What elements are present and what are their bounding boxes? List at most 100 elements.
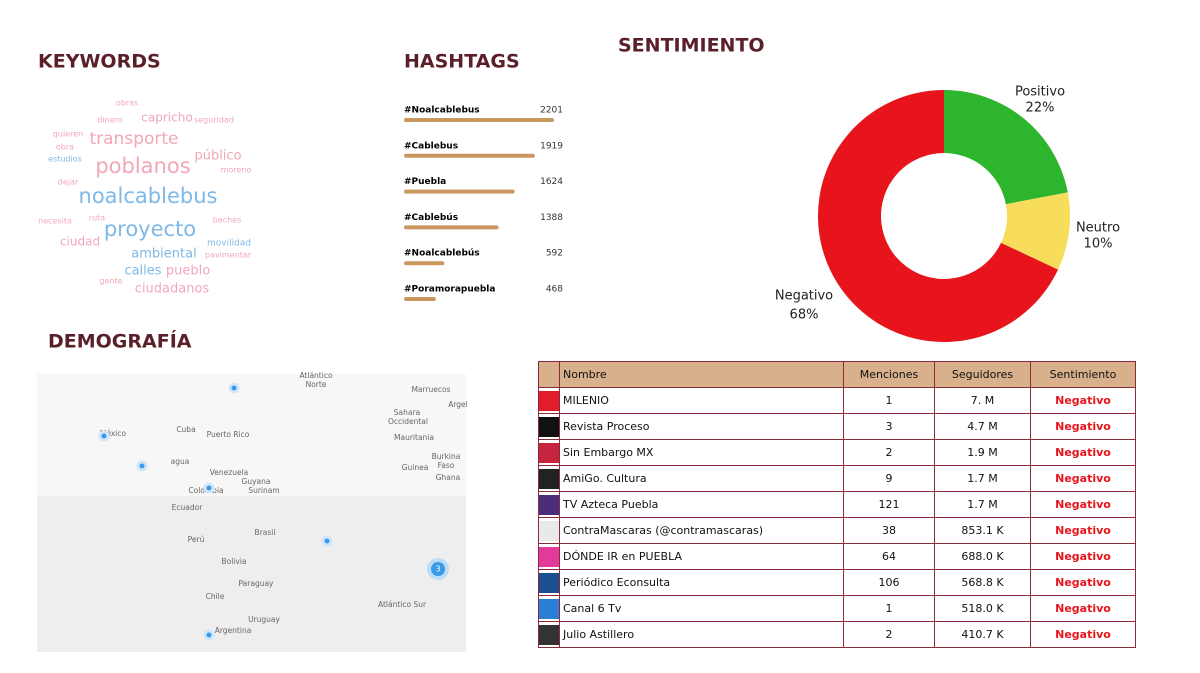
table-cell: 410.7 K: [934, 621, 1031, 648]
table-cell: 1.7 M: [934, 491, 1031, 518]
header-cell: Menciones: [843, 361, 935, 388]
keyword: ciudadanos: [135, 282, 210, 297]
map-label: Norte: [306, 380, 327, 389]
hashtag-label: #Noalcablebus: [404, 106, 480, 116]
bar: [404, 118, 554, 122]
keyword: ambiental: [131, 247, 196, 262]
source-icon: [539, 546, 559, 567]
map-label: Sahara: [394, 408, 420, 417]
table-row: AmiGo. Cultura 9 1.7 M Negativo: [538, 465, 1136, 492]
hashtag-label: #Poramorapuebla: [404, 285, 495, 295]
table-cell: Negativo: [1030, 595, 1136, 622]
header-cell: Nombre: [559, 361, 844, 388]
keyword: obra: [56, 143, 74, 152]
slice-value: 22%: [1026, 101, 1055, 116]
hashtag-value: 1388: [540, 213, 563, 223]
map-label: Mauritania: [394, 433, 434, 442]
header-cell: Seguidores: [934, 361, 1031, 388]
keyword: transporte: [89, 129, 178, 149]
map-label: Occidental: [388, 417, 428, 426]
demografia-title: DEMOGRAFÍA: [48, 330, 192, 353]
table-cell: 3: [843, 413, 935, 440]
keyword: seguridad: [194, 116, 234, 125]
source-icon: [539, 416, 559, 437]
icon-cell: [538, 569, 560, 596]
table-cell: Canal 6 Tv: [559, 595, 844, 622]
table-row: Julio Astillero 2 410.7 K Negativo: [538, 621, 1136, 648]
map-label: Surinam: [248, 486, 279, 495]
slice-value: 68%: [790, 308, 819, 323]
table-cell: MILENIO: [559, 387, 844, 414]
map-label: Burkina: [432, 452, 461, 461]
keyword: moreno: [221, 166, 252, 175]
table-cell: 2: [843, 439, 935, 466]
map-label: Atlántico Sur: [378, 600, 427, 609]
table-cell: Sin Embargo MX: [559, 439, 844, 466]
hashtag-label: #Cablebus: [404, 141, 458, 151]
slice-value: 10%: [1084, 237, 1113, 252]
map-label: Ghana: [436, 473, 461, 482]
table-cell: Negativo: [1030, 543, 1136, 570]
keyword: calles: [124, 264, 161, 279]
map-label: agua: [171, 457, 190, 466]
source-icon: [539, 468, 559, 489]
table-cell: 568.8 K: [934, 569, 1031, 596]
map-label: Ecuador: [172, 503, 204, 512]
table-cell: Negativo: [1030, 387, 1136, 414]
icon-cell: [538, 387, 560, 414]
hashtag-value: 468: [546, 285, 563, 295]
source-icon: [539, 598, 559, 619]
slice-label: Neutro: [1076, 221, 1120, 236]
table-cell: 1: [843, 387, 935, 414]
donut-slice: [944, 90, 1068, 205]
keyword: poblanos: [95, 154, 190, 178]
donut-slice: [1001, 192, 1070, 270]
icon-header: [538, 361, 560, 388]
map-label: México: [100, 429, 127, 438]
header-cell: Sentimiento: [1030, 361, 1136, 388]
map-label: Brasil: [255, 528, 276, 537]
keyword: movilidad: [207, 239, 251, 249]
source-icon: [539, 624, 559, 645]
keyword: dinero: [97, 116, 122, 125]
table-cell: AmiGo. Cultura: [559, 465, 844, 492]
sentiment-title: SENTIMIENTO: [618, 35, 765, 57]
keyword: baches: [213, 216, 242, 225]
source-icon: [539, 572, 559, 593]
table-cell: 518.0 K: [934, 595, 1031, 622]
map-label: Guyana: [242, 477, 271, 486]
source-icon: [539, 494, 559, 515]
table-cell: 38: [843, 517, 935, 544]
table-cell: 2: [843, 621, 935, 648]
hashtag-value: 1919: [540, 141, 563, 151]
map-label: Venezuela: [210, 468, 249, 477]
map-marker: [321, 535, 333, 547]
keyword: obras: [116, 99, 138, 108]
source-icon: [539, 390, 559, 411]
map-label: Perú: [188, 535, 205, 544]
table-cell: 1: [843, 595, 935, 622]
keyword: quieren: [53, 130, 83, 139]
table-cell: 1.9 M: [934, 439, 1031, 466]
bar: [404, 189, 515, 194]
hashtag-value: 2201: [540, 106, 563, 116]
table-cell: 106: [843, 569, 935, 596]
keyword: pueblo: [166, 264, 210, 279]
donut-slice: [818, 90, 1059, 343]
map-label: Cuba: [176, 425, 195, 434]
map-label: Marruecos: [411, 385, 450, 394]
table-cell: Negativo: [1030, 439, 1136, 466]
map-label: Paraguay: [238, 579, 274, 588]
table-cell: Revista Proceso: [559, 413, 844, 440]
keyword: dejar: [58, 178, 79, 187]
bar: [404, 225, 499, 230]
table-cell: 1.7 M: [934, 465, 1031, 492]
table-cell: DÓNDE IR en PUEBLA: [559, 543, 844, 570]
keyword: gente: [99, 277, 122, 286]
table-cell: 688.0 K: [934, 543, 1031, 570]
hashtag-label: #Noalcablebús: [404, 249, 480, 259]
source-icon: [539, 442, 559, 463]
map-label: Bolivia: [221, 557, 246, 566]
keyword: proyecto: [104, 217, 196, 241]
